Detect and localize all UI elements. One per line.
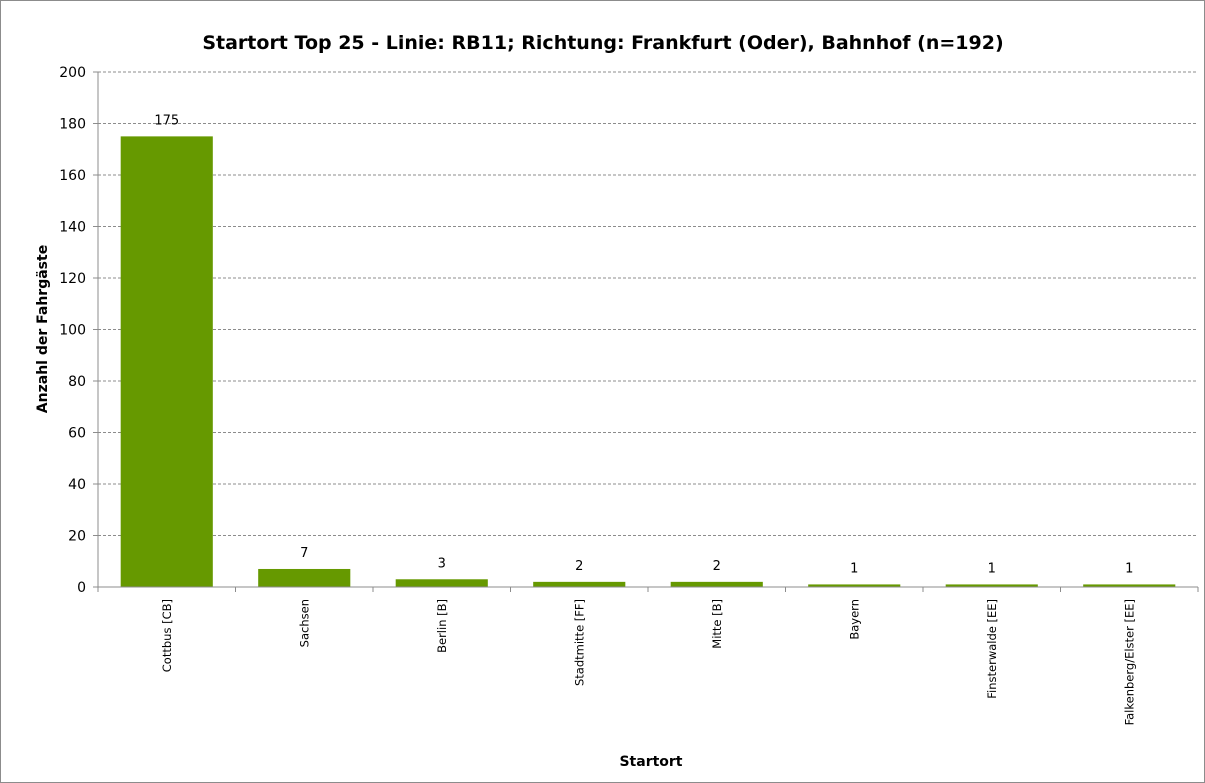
bar <box>1083 584 1176 587</box>
bars <box>120 136 1176 587</box>
data-label: 1 <box>850 561 858 576</box>
y-tick-label: 0 <box>77 580 86 596</box>
x-category-label: Stadtmitte [FF] <box>572 599 586 686</box>
bar <box>808 584 901 587</box>
y-tick-label: 180 <box>59 117 86 133</box>
y-tick-label: 120 <box>59 271 86 287</box>
y-axis-title: Anzahl der Fahrgäste <box>35 245 51 413</box>
x-category-label: Finsterwalde [EE] <box>985 599 999 699</box>
y-tick-label: 160 <box>59 168 86 184</box>
x-category-label: Mitte [B] <box>710 599 724 649</box>
bar <box>533 581 626 587</box>
bar <box>258 568 351 587</box>
data-label: 7 <box>300 546 308 561</box>
category-labels: Cottbus [CB] Sachsen Berlin [B] Stadtmitte … <box>160 599 1137 725</box>
data-label: 3 <box>438 556 446 571</box>
data-label: 2 <box>713 559 721 574</box>
data-label: 1 <box>1125 561 1133 576</box>
y-tick-label: 60 <box>68 426 86 442</box>
bar <box>395 579 488 587</box>
x-category-label: Bayern <box>847 599 861 640</box>
y-tick-label: 100 <box>59 323 86 339</box>
x-axis-title: Startort <box>619 754 682 770</box>
data-label: 175 <box>154 113 179 128</box>
x-category-label: Berlin [B] <box>435 599 449 653</box>
chart-title: Startort Top 25 - Linie: RB11; Richtung:… <box>202 32 1003 54</box>
x-category-label: Cottbus [CB] <box>160 599 174 672</box>
axes <box>97 72 1199 592</box>
y-axis-ticks: 0 20 40 60 80 100 120 140 160 180 200 <box>59 65 98 596</box>
data-labels: 175 7 3 2 2 1 1 1 <box>154 113 1133 576</box>
x-category-label: Falkenberg/Elster [EE] <box>1122 599 1136 725</box>
y-tick-label: 200 <box>59 65 86 81</box>
gridlines <box>98 71 1198 536</box>
x-category-label: Sachsen <box>297 599 311 647</box>
data-label: 2 <box>575 559 583 574</box>
data-label: 1 <box>988 561 996 576</box>
y-tick-label: 140 <box>59 220 86 236</box>
bar <box>120 136 213 587</box>
y-tick-label: 80 <box>68 374 86 390</box>
bar <box>670 581 763 587</box>
y-tick-label: 40 <box>68 477 86 493</box>
bar <box>945 584 1038 587</box>
y-tick-label: 20 <box>68 529 86 545</box>
